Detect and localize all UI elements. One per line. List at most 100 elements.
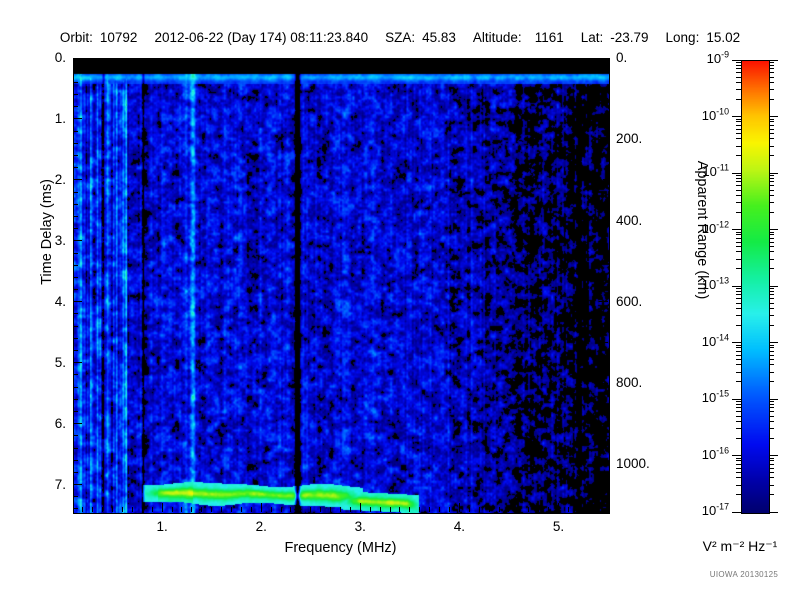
y-left-tick [73, 130, 78, 132]
y-left-tick [73, 57, 82, 59]
colorbar-minor-tick [736, 401, 741, 403]
lat-label: Lat: [580, 30, 604, 45]
colorbar-minor-tick [769, 98, 774, 100]
colorbar-minor-tick [769, 133, 774, 134]
colorbar-tick [732, 172, 741, 174]
colorbar-minor-tick [769, 202, 774, 204]
colorbar-minor-tick [769, 477, 774, 479]
y-right-tick-label: 1000. [616, 456, 650, 472]
y-left-tick [73, 362, 82, 364]
colorbar-tick [732, 116, 741, 117]
x-tick [201, 507, 203, 512]
colorbar-minor-tick [736, 354, 741, 356]
x-tick [508, 507, 510, 512]
colorbar-minor-tick [769, 128, 774, 130]
colorbar-minor-tick [769, 467, 774, 469]
x-tick [538, 507, 540, 512]
colorbar-minor-tick [736, 364, 741, 366]
colorbar-minor-tick [736, 460, 741, 462]
x-tick [260, 503, 262, 512]
colorbar-minor-tick [736, 381, 741, 383]
y-left-tick-label: 4. [54, 293, 66, 309]
colorbar-tick [769, 116, 778, 117]
colorbar-minor-tick [736, 241, 741, 243]
colorbar-minor-tick [769, 407, 774, 409]
x-tick [340, 507, 341, 512]
x-tick [191, 507, 193, 512]
colorbar-minor-tick [769, 401, 774, 403]
colorbar-minor-tick [769, 420, 774, 422]
colorbar-minor-tick [769, 124, 774, 126]
x-tick [478, 507, 480, 512]
y-left-tick [73, 179, 82, 181]
y-right-tick-label: 0. [616, 50, 628, 65]
colorbar-minor-tick [736, 457, 741, 459]
colorbar-minor-tick [769, 354, 774, 356]
colorbar-minor-tick [736, 177, 741, 179]
y-right-tick-label: 800. [616, 375, 643, 391]
y-left-tick [73, 264, 78, 266]
colorbar-tick [769, 59, 778, 61]
y-right-tick [599, 220, 608, 222]
x-tick [122, 507, 124, 512]
colorbar-minor-tick [769, 177, 774, 179]
colorbar-minor-tick [769, 76, 774, 78]
colorbar-minor-tick [769, 237, 774, 239]
colorbar-minor-tick [736, 62, 741, 64]
lat-value: -23.79 [610, 30, 649, 45]
colorbar-minor-tick [769, 460, 774, 462]
x-tick [498, 507, 500, 512]
colorbar-minor-tick [769, 231, 774, 233]
colorbar-minor-tick [736, 64, 741, 66]
x-tick [518, 507, 520, 512]
colorbar-tick-label: 10-14 [701, 332, 729, 349]
colorbar-minor-tick [769, 246, 774, 247]
colorbar-minor-tick [736, 72, 741, 74]
colorbar-minor-tick [769, 494, 774, 496]
colorbar-minor-tick [736, 124, 741, 126]
colorbar-minor-tick [769, 258, 774, 260]
y-right-tick-label: 400. [616, 212, 643, 228]
y-left-tick [73, 508, 78, 510]
colorbar-minor-tick [769, 294, 774, 296]
y-left-tick [73, 69, 78, 71]
y-right-tick [599, 382, 608, 384]
colorbar-gradient [742, 61, 769, 513]
colorbar-minor-tick [769, 463, 774, 465]
colorbar-minor-tick [736, 231, 741, 233]
colorbar-minor-tick [736, 211, 741, 213]
colorbar-tick [769, 398, 778, 400]
x-tick [290, 507, 292, 512]
colorbar-tick [732, 342, 741, 343]
colorbar-minor-tick [769, 155, 774, 157]
colorbar-minor-tick [769, 288, 774, 290]
colorbar-minor-tick [736, 477, 741, 479]
colorbar-minor-tick [736, 371, 741, 373]
y-left-tick [73, 240, 82, 242]
colorbar-minor-tick [769, 347, 774, 349]
colorbar [741, 60, 770, 514]
colorbar-minor-tick [736, 138, 741, 140]
x-tick [151, 507, 153, 512]
colorbar-minor-tick [736, 133, 741, 134]
orbit-label: Orbit: [59, 30, 93, 45]
colorbar-minor-tick [736, 359, 741, 360]
x-tick [330, 507, 332, 512]
x-tick [250, 507, 252, 512]
altitude-label: Altitude: [472, 30, 522, 45]
spectrogram-plot-area [73, 58, 610, 514]
colorbar-minor-tick [736, 467, 741, 469]
x-tick-label: 5. [552, 519, 565, 534]
colorbar-tick-label: 10-17 [701, 501, 729, 518]
colorbar-minor-tick [736, 246, 741, 247]
colorbar-minor-tick [736, 411, 741, 413]
y-left-tick [73, 410, 78, 412]
colorbar-minor-tick [736, 415, 741, 417]
colorbar-minor-tick [769, 181, 774, 183]
x-tick [211, 507, 213, 512]
long-value: 15.02 [706, 30, 741, 45]
colorbar-minor-tick [736, 189, 741, 191]
y-left-tick [73, 276, 78, 278]
y-left-tick [73, 203, 78, 205]
